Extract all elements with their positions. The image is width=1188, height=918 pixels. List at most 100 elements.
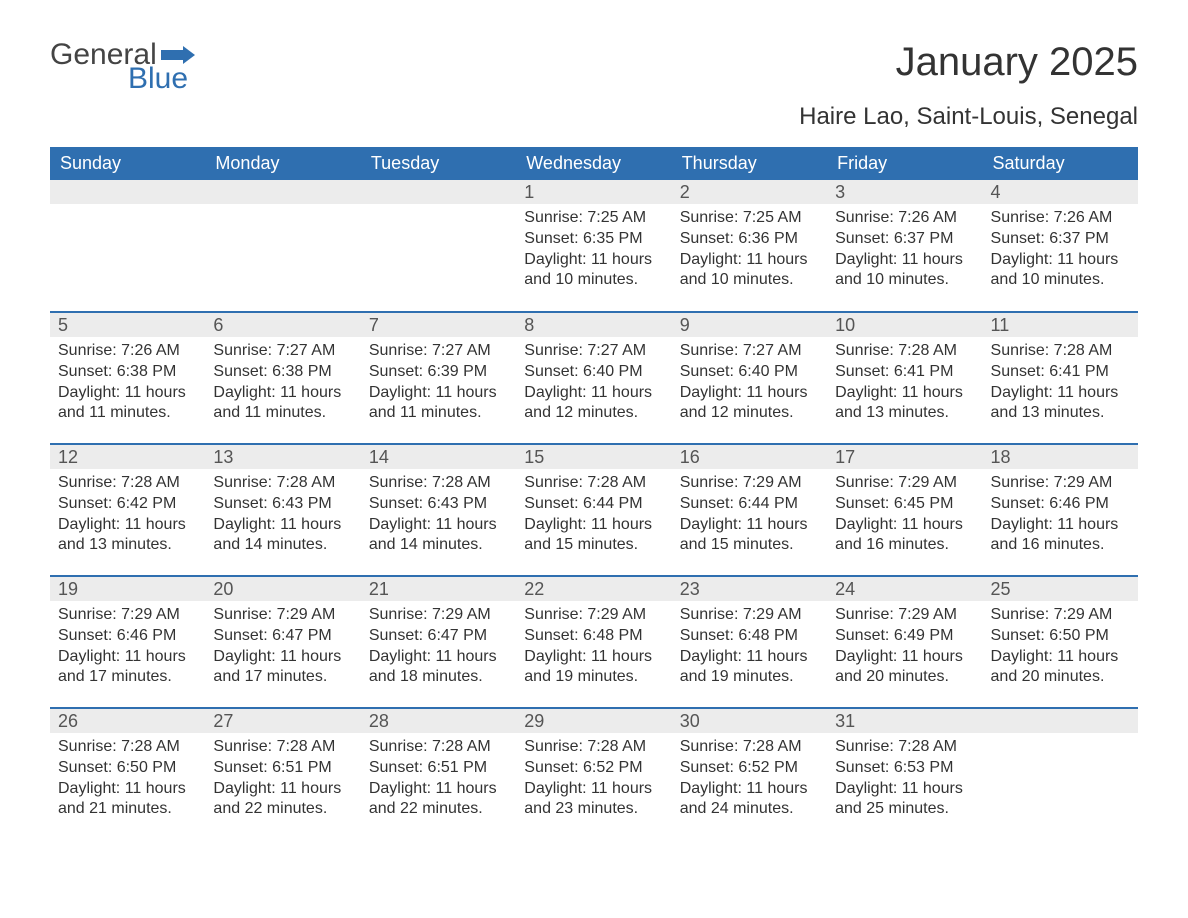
day-body: Sunrise: 7:28 AMSunset: 6:52 PMDaylight:…: [672, 733, 827, 828]
calendar-body: 1Sunrise: 7:25 AMSunset: 6:35 PMDaylight…: [50, 180, 1138, 840]
sunrise-line: Sunrise: 7:29 AM: [369, 605, 508, 626]
day-cell: [50, 180, 205, 312]
sunset-line: Sunset: 6:37 PM: [991, 229, 1130, 250]
day-body: Sunrise: 7:28 AMSunset: 6:44 PMDaylight:…: [516, 469, 671, 564]
sunset-line: Sunset: 6:42 PM: [58, 494, 197, 515]
day-body: Sunrise: 7:26 AMSunset: 6:37 PMDaylight:…: [827, 204, 982, 299]
week-row: 12Sunrise: 7:28 AMSunset: 6:42 PMDayligh…: [50, 444, 1138, 576]
daylight-line: Daylight: 11 hours and 13 minutes.: [991, 383, 1130, 425]
daylight-line: Daylight: 11 hours and 15 minutes.: [524, 515, 663, 557]
day-body: Sunrise: 7:29 AMSunset: 6:48 PMDaylight:…: [516, 601, 671, 696]
sunset-line: Sunset: 6:46 PM: [58, 626, 197, 647]
day-cell: [205, 180, 360, 312]
daylight-line: Daylight: 11 hours and 16 minutes.: [991, 515, 1130, 557]
sunset-line: Sunset: 6:36 PM: [680, 229, 819, 250]
day-header-sunday: Sunday: [50, 147, 205, 180]
day-cell: 4Sunrise: 7:26 AMSunset: 6:37 PMDaylight…: [983, 180, 1138, 312]
day-number: 2: [672, 180, 827, 204]
daylight-line: Daylight: 11 hours and 10 minutes.: [524, 250, 663, 292]
day-number: 6: [205, 313, 360, 337]
daylight-line: Daylight: 11 hours and 10 minutes.: [680, 250, 819, 292]
day-cell: 1Sunrise: 7:25 AMSunset: 6:35 PMDaylight…: [516, 180, 671, 312]
day-cell: 15Sunrise: 7:28 AMSunset: 6:44 PMDayligh…: [516, 444, 671, 576]
day-body: Sunrise: 7:28 AMSunset: 6:50 PMDaylight:…: [50, 733, 205, 828]
day-body: Sunrise: 7:28 AMSunset: 6:41 PMDaylight:…: [983, 337, 1138, 432]
day-number: [50, 180, 205, 204]
daylight-line: Daylight: 11 hours and 18 minutes.: [369, 647, 508, 689]
sunrise-line: Sunrise: 7:29 AM: [835, 473, 974, 494]
day-number: 31: [827, 709, 982, 733]
sunset-line: Sunset: 6:50 PM: [58, 758, 197, 779]
day-number: 10: [827, 313, 982, 337]
sunrise-line: Sunrise: 7:28 AM: [680, 737, 819, 758]
daylight-line: Daylight: 11 hours and 20 minutes.: [991, 647, 1130, 689]
daylight-line: Daylight: 11 hours and 25 minutes.: [835, 779, 974, 821]
day-cell: [361, 180, 516, 312]
day-cell: 11Sunrise: 7:28 AMSunset: 6:41 PMDayligh…: [983, 312, 1138, 444]
sunrise-line: Sunrise: 7:26 AM: [58, 341, 197, 362]
day-body: Sunrise: 7:29 AMSunset: 6:46 PMDaylight:…: [983, 469, 1138, 564]
day-number: 24: [827, 577, 982, 601]
day-body: Sunrise: 7:28 AMSunset: 6:53 PMDaylight:…: [827, 733, 982, 828]
day-number: 20: [205, 577, 360, 601]
sunrise-line: Sunrise: 7:28 AM: [58, 473, 197, 494]
day-number: 17: [827, 445, 982, 469]
sunset-line: Sunset: 6:35 PM: [524, 229, 663, 250]
calendar-table: SundayMondayTuesdayWednesdayThursdayFrid…: [50, 147, 1138, 840]
sunrise-line: Sunrise: 7:28 AM: [835, 341, 974, 362]
daylight-line: Daylight: 11 hours and 13 minutes.: [58, 515, 197, 557]
week-row: 1Sunrise: 7:25 AMSunset: 6:35 PMDaylight…: [50, 180, 1138, 312]
day-number: 16: [672, 445, 827, 469]
day-body: Sunrise: 7:29 AMSunset: 6:47 PMDaylight:…: [361, 601, 516, 696]
day-body: Sunrise: 7:28 AMSunset: 6:43 PMDaylight:…: [361, 469, 516, 564]
day-body: Sunrise: 7:28 AMSunset: 6:41 PMDaylight:…: [827, 337, 982, 432]
day-header-wednesday: Wednesday: [516, 147, 671, 180]
sunrise-line: Sunrise: 7:28 AM: [369, 473, 508, 494]
day-body: Sunrise: 7:28 AMSunset: 6:51 PMDaylight:…: [205, 733, 360, 828]
day-body: Sunrise: 7:29 AMSunset: 6:48 PMDaylight:…: [672, 601, 827, 696]
sunset-line: Sunset: 6:39 PM: [369, 362, 508, 383]
daylight-line: Daylight: 11 hours and 23 minutes.: [524, 779, 663, 821]
day-cell: 23Sunrise: 7:29 AMSunset: 6:48 PMDayligh…: [672, 576, 827, 708]
sunset-line: Sunset: 6:52 PM: [524, 758, 663, 779]
sunrise-line: Sunrise: 7:28 AM: [369, 737, 508, 758]
day-cell: 19Sunrise: 7:29 AMSunset: 6:46 PMDayligh…: [50, 576, 205, 708]
day-number: 5: [50, 313, 205, 337]
day-number: 30: [672, 709, 827, 733]
day-cell: 26Sunrise: 7:28 AMSunset: 6:50 PMDayligh…: [50, 708, 205, 840]
logo-word-blue: Blue: [128, 64, 195, 94]
daylight-line: Daylight: 11 hours and 11 minutes.: [213, 383, 352, 425]
daylight-line: Daylight: 11 hours and 19 minutes.: [524, 647, 663, 689]
day-number: 21: [361, 577, 516, 601]
sunset-line: Sunset: 6:44 PM: [680, 494, 819, 515]
day-body: Sunrise: 7:26 AMSunset: 6:37 PMDaylight:…: [983, 204, 1138, 299]
day-number: 27: [205, 709, 360, 733]
day-number: 22: [516, 577, 671, 601]
day-cell: 18Sunrise: 7:29 AMSunset: 6:46 PMDayligh…: [983, 444, 1138, 576]
sunset-line: Sunset: 6:41 PM: [991, 362, 1130, 383]
day-cell: 8Sunrise: 7:27 AMSunset: 6:40 PMDaylight…: [516, 312, 671, 444]
sunrise-line: Sunrise: 7:27 AM: [524, 341, 663, 362]
day-body: Sunrise: 7:27 AMSunset: 6:38 PMDaylight:…: [205, 337, 360, 432]
day-cell: 9Sunrise: 7:27 AMSunset: 6:40 PMDaylight…: [672, 312, 827, 444]
sunset-line: Sunset: 6:47 PM: [369, 626, 508, 647]
day-body: Sunrise: 7:27 AMSunset: 6:40 PMDaylight:…: [516, 337, 671, 432]
day-number: [361, 180, 516, 204]
day-body: Sunrise: 7:28 AMSunset: 6:42 PMDaylight:…: [50, 469, 205, 564]
sunset-line: Sunset: 6:40 PM: [524, 362, 663, 383]
day-cell: 27Sunrise: 7:28 AMSunset: 6:51 PMDayligh…: [205, 708, 360, 840]
day-cell: 28Sunrise: 7:28 AMSunset: 6:51 PMDayligh…: [361, 708, 516, 840]
day-body: Sunrise: 7:27 AMSunset: 6:39 PMDaylight:…: [361, 337, 516, 432]
daylight-line: Daylight: 11 hours and 20 minutes.: [835, 647, 974, 689]
day-number: 28: [361, 709, 516, 733]
header: General Blue January 2025 Haire Lao, Sai…: [50, 40, 1138, 141]
sunset-line: Sunset: 6:47 PM: [213, 626, 352, 647]
sunset-line: Sunset: 6:46 PM: [991, 494, 1130, 515]
day-cell: 20Sunrise: 7:29 AMSunset: 6:47 PMDayligh…: [205, 576, 360, 708]
day-number: 15: [516, 445, 671, 469]
day-cell: 29Sunrise: 7:28 AMSunset: 6:52 PMDayligh…: [516, 708, 671, 840]
day-cell: 12Sunrise: 7:28 AMSunset: 6:42 PMDayligh…: [50, 444, 205, 576]
sunrise-line: Sunrise: 7:27 AM: [369, 341, 508, 362]
day-cell: 13Sunrise: 7:28 AMSunset: 6:43 PMDayligh…: [205, 444, 360, 576]
day-number: 9: [672, 313, 827, 337]
